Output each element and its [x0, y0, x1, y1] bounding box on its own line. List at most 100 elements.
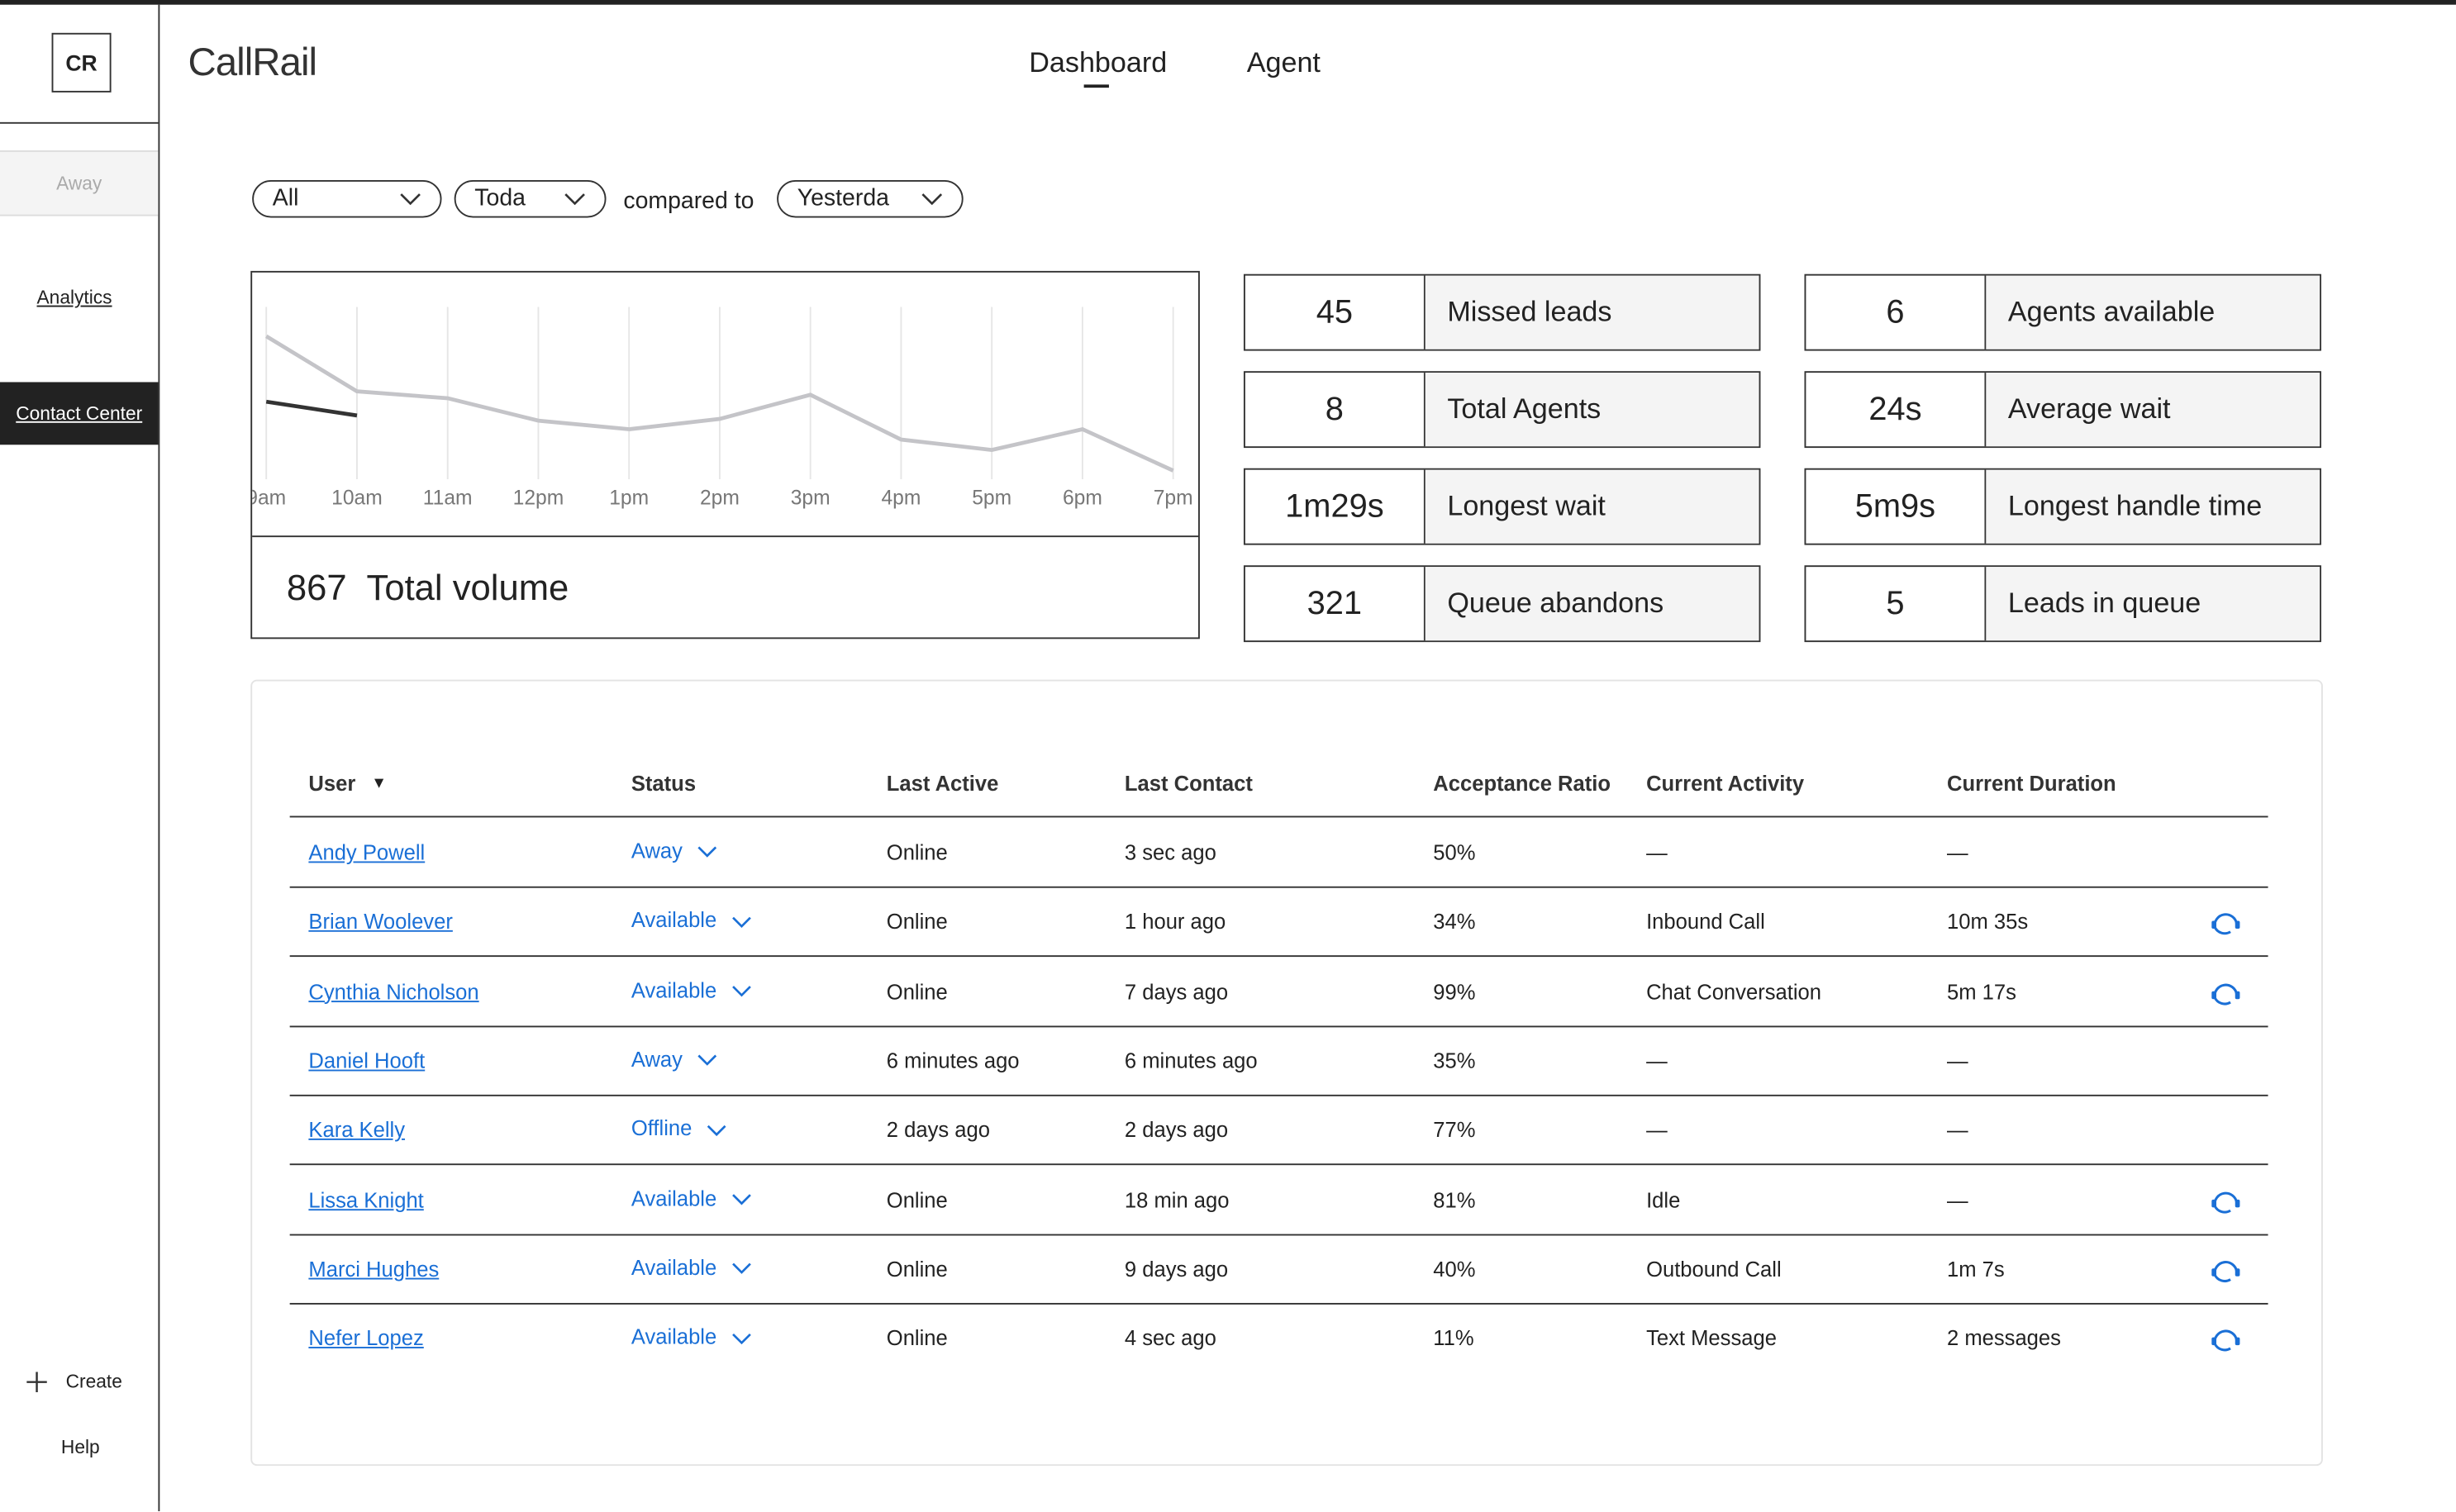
- x-tick-label: 3pm: [791, 487, 831, 509]
- status-value: Available: [631, 1186, 717, 1210]
- nav-link-active[interactable]: Contact Center: [0, 382, 159, 445]
- user-link[interactable]: Nefer Lopez: [308, 1326, 424, 1351]
- x-tick-label: 7pm: [1154, 487, 1193, 509]
- cell: —: [1646, 1118, 1668, 1143]
- cell: 1 hour ago: [1124, 910, 1226, 934]
- metric-card: 45 Missed leads: [1243, 273, 1761, 351]
- status-dropdown[interactable]: Available: [631, 978, 751, 1001]
- status-value: Away: [631, 1047, 683, 1072]
- total-label: Total volume: [366, 567, 569, 608]
- monitor-icon[interactable]: [2209, 1324, 2244, 1362]
- metric-card: 24s Average wait: [1804, 371, 2321, 449]
- monitor-icon[interactable]: [2209, 1254, 2244, 1293]
- cell: 99%: [1433, 979, 1476, 1004]
- cell: Online: [886, 1257, 948, 1281]
- cell: —: [1946, 1118, 1968, 1143]
- status-dropdown[interactable]: Available: [631, 909, 751, 932]
- user-link[interactable]: Andy Powell: [308, 840, 426, 865]
- cell: 77%: [1433, 1118, 1476, 1143]
- metric-label: Average wait: [1986, 373, 2320, 447]
- column-header: Last Active: [886, 772, 999, 796]
- row-rule: [289, 1163, 2268, 1166]
- cell: 18 min ago: [1124, 1187, 1230, 1212]
- cell: —: [1646, 1048, 1668, 1073]
- chevron: [731, 986, 750, 997]
- column-header: Acceptance Ratio: [1433, 772, 1611, 796]
- chevron: [731, 916, 750, 928]
- cell: 6 minutes ago: [1124, 1048, 1258, 1073]
- metric-value: 6: [1806, 275, 1987, 349]
- status-value: Offline: [631, 1116, 693, 1141]
- status-dropdown[interactable]: Offline: [631, 1117, 726, 1140]
- cell: 9 days ago: [1124, 1257, 1229, 1281]
- status-dropdown[interactable]: Available: [631, 1256, 751, 1279]
- metric-label: Agents available: [1986, 275, 2320, 349]
- column-header[interactable]: User: [308, 772, 356, 796]
- cell: Online: [886, 979, 948, 1004]
- user-link[interactable]: Brian Woolever: [308, 910, 453, 934]
- comparison-dropdown[interactable]: Yesterda: [777, 179, 964, 218]
- chevron: [564, 193, 585, 206]
- series-line: [265, 399, 358, 418]
- metric-value: 24s: [1806, 373, 1987, 447]
- user-link[interactable]: Lissa Knight: [308, 1187, 424, 1212]
- metric-label: Missed leads: [1425, 275, 1759, 349]
- column-header: Current Duration: [1946, 772, 2116, 796]
- status-value: Available: [631, 977, 717, 1002]
- headset-icon: [2211, 1191, 2240, 1213]
- status-dropdown[interactable]: Away: [631, 1048, 717, 1071]
- column-header: Last Contact: [1124, 772, 1253, 796]
- tab[interactable]: Dashboard: [1029, 46, 1168, 78]
- cell: 5m 17s: [1946, 979, 2016, 1004]
- status-dropdown[interactable]: Available: [631, 1186, 751, 1210]
- cell: 2 messages: [1946, 1326, 2061, 1351]
- row-rule: [289, 1025, 2268, 1027]
- nav-link[interactable]: Analytics: [36, 286, 112, 309]
- cell: —: [1946, 1187, 1968, 1212]
- cell: Outbound Call: [1646, 1257, 1782, 1281]
- user-link[interactable]: Daniel Hooft: [308, 1048, 426, 1073]
- x-tick-label: 9am: [252, 487, 286, 509]
- user-link[interactable]: Kara Kelly: [308, 1118, 406, 1143]
- monitor-icon[interactable]: [2209, 907, 2244, 946]
- help-link[interactable]: Help: [60, 1436, 100, 1458]
- cell: Idle: [1646, 1187, 1681, 1212]
- status-badge[interactable]: Away: [0, 150, 159, 216]
- chevron: [921, 193, 943, 206]
- logo[interactable]: CR: [51, 32, 112, 93]
- monitor-icon[interactable]: [2209, 977, 2244, 1015]
- user-link[interactable]: Cynthia Nicholson: [308, 979, 479, 1004]
- cell: Online: [886, 910, 948, 934]
- column-header: Current Activity: [1646, 772, 1805, 796]
- create-button[interactable]: Create: [65, 1370, 122, 1393]
- cell: 50%: [1433, 840, 1476, 865]
- metric-label: Longest handle time: [1986, 469, 2320, 544]
- metric-value: 5: [1806, 567, 1987, 641]
- metric-card: 6 Agents available: [1804, 273, 2321, 351]
- tab[interactable]: Agent: [1246, 46, 1321, 78]
- x-tick-label: 6pm: [1063, 487, 1102, 509]
- status-value: Available: [631, 1255, 717, 1280]
- x-tick-label: 1pm: [609, 487, 649, 509]
- cell: 10m 35s: [1946, 910, 2029, 934]
- chart-card: 9am 10am 11am 12pm 1pm 2pm 3pm 4pm 5pm 6pm 7pm 867…: [250, 270, 1200, 640]
- line-chart: 9am 10am 11am 12pm 1pm 2pm 3pm 4pm 5pm 6pm 7pm: [252, 307, 1193, 509]
- cell: 4 sec ago: [1124, 1326, 1216, 1351]
- chevron: [731, 1194, 750, 1205]
- user-link[interactable]: Marci Hughes: [308, 1257, 440, 1281]
- status-dropdown[interactable]: Away: [631, 839, 717, 863]
- period-dropdown[interactable]: Toda: [454, 179, 607, 218]
- row-rule: [289, 955, 2268, 958]
- header-rule: [289, 815, 2268, 818]
- filter-dropdown[interactable]: All: [252, 179, 442, 218]
- sort-icon[interactable]: ▼: [371, 775, 387, 793]
- metric-value: 8: [1245, 373, 1426, 447]
- cell: —: [1946, 1048, 1968, 1073]
- agents-panel: [250, 679, 2323, 1467]
- monitor-icon[interactable]: [2209, 1185, 2244, 1224]
- compare-label: compared to: [623, 188, 754, 215]
- headset-icon: [2211, 982, 2240, 1005]
- status-dropdown[interactable]: Available: [631, 1325, 751, 1348]
- chevron: [400, 193, 421, 206]
